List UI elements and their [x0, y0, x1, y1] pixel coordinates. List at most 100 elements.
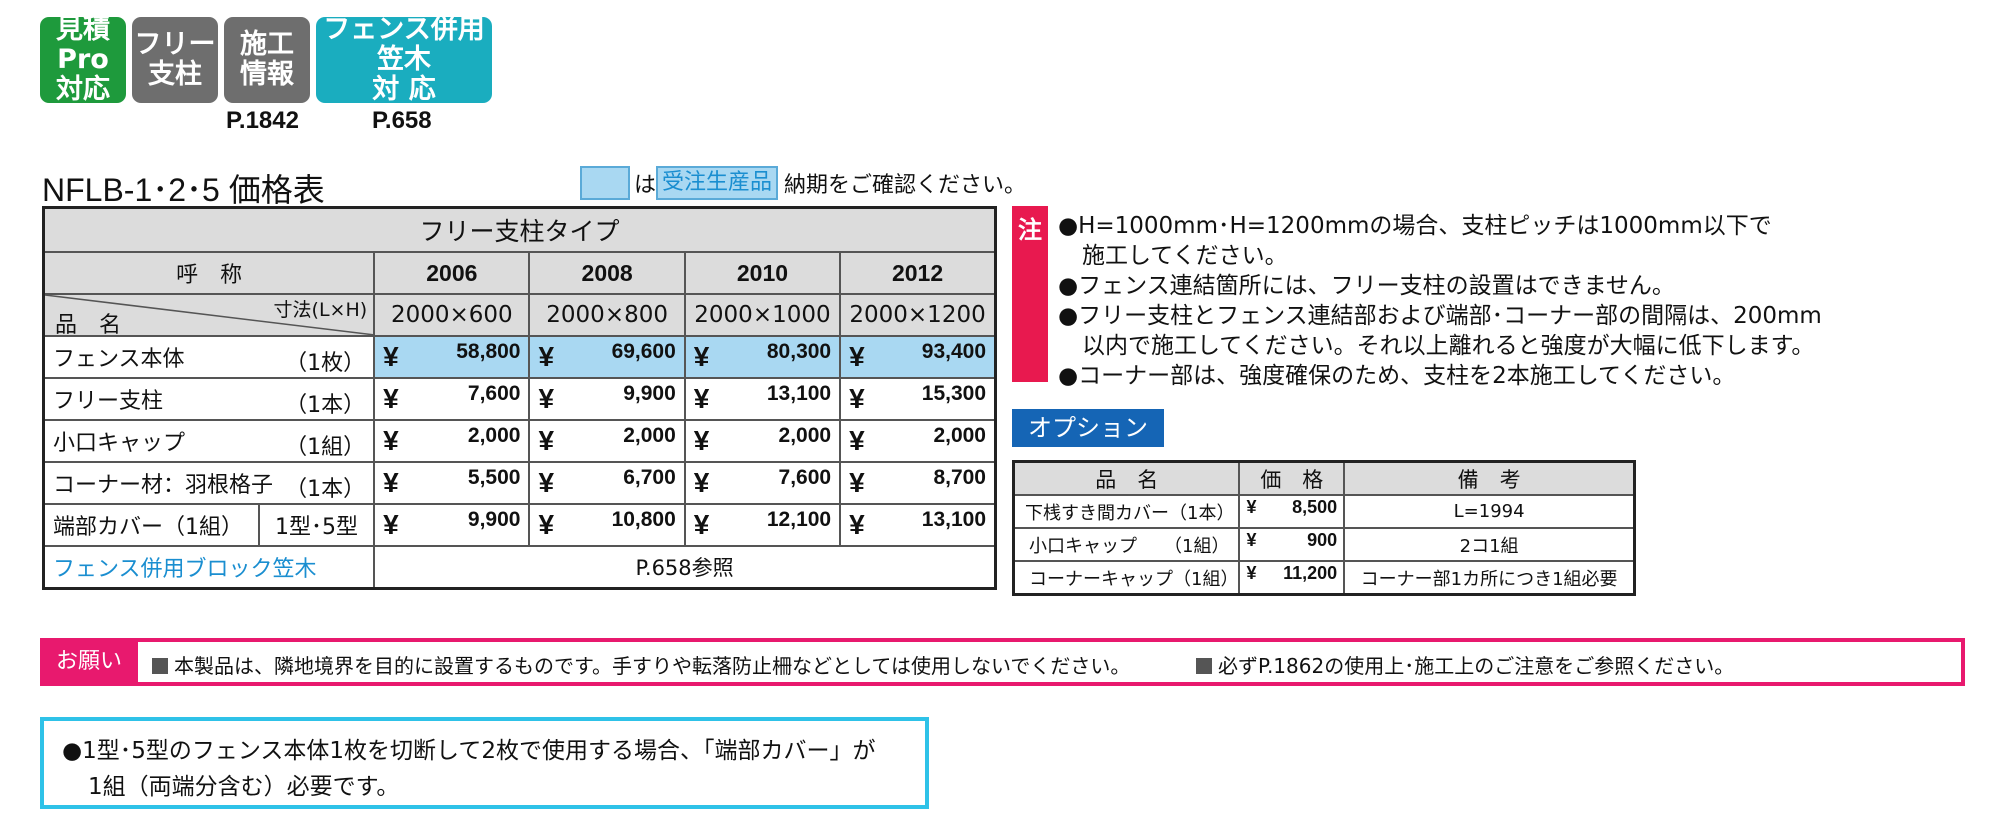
table-row: 小口キャップ （1組） ¥900 2コ1組: [1012, 527, 1636, 562]
price-cell: ¥15,300: [839, 377, 997, 421]
item-qty: （1本）: [285, 477, 366, 502]
option-header: 備 考: [1343, 460, 1636, 496]
price-cell: ¥58,800: [373, 335, 531, 379]
bottom-note-box: [40, 717, 929, 809]
request-tag: お願い: [40, 638, 138, 686]
price-cell: ¥8,700: [839, 461, 997, 505]
price-table: フリー支柱タイプ 呼 称 2006 2008 2010 2012 品 名 寸法(…: [42, 206, 997, 590]
type-title: フリー支柱タイプ: [42, 206, 997, 253]
price-cell: ¥93,400: [839, 335, 997, 379]
request-item: 本製品は、隣地境界を目的に設置するものです。手すりや転落防止柵などとしては使用し…: [152, 650, 1130, 679]
price-cell: ¥2,000: [528, 419, 686, 463]
item-cell: コーナー材：羽根格子 （1本）: [42, 461, 376, 505]
table-row: コーナー材：羽根格子 （1本） ¥5,500 ¥6,700 ¥7,600 ¥8,…: [42, 461, 997, 505]
price-cell: ¥2,000: [839, 419, 997, 463]
option-header: 品 名: [1012, 460, 1241, 496]
yobi-header: 呼 称: [42, 251, 376, 295]
note-line: 施工してください。: [1082, 243, 1288, 269]
option-name: 小口キャップ （1組）: [1012, 527, 1241, 562]
request-item: 必ずP.1862の使用上･施工上のご注意をご参照ください。: [1196, 650, 1734, 679]
item-cell: フェンス本体 （1枚）: [42, 335, 376, 379]
bottom-note-line: ●1型･5型のフェンス本体1枚を切断して2枚で使用する場合、「端部カバー」が: [62, 738, 876, 764]
year-header: 2006: [373, 251, 531, 295]
badge-free-post: フリー 支柱: [132, 17, 218, 103]
price-cell: ¥9,900: [528, 377, 686, 421]
option-table: 品 名 価 格 備 考 下桟すき間カバー（1本） ¥8,500 L=1994 小…: [1012, 460, 1636, 596]
year-header: 2012: [839, 251, 997, 295]
table-row: フェンス本体 （1枚） ¥58,800 ¥69,600 ¥80,300 ¥93,…: [42, 335, 997, 379]
legend-label: 受注生産品: [656, 166, 779, 200]
legend-swatch: [580, 166, 630, 200]
table-row: フリー支柱 （1本） ¥7,600 ¥9,900 ¥13,100 ¥15,300: [42, 377, 997, 421]
item-name: 小口キャップ: [53, 431, 186, 456]
square-bullet-icon: [1196, 658, 1212, 674]
option-remark: L=1994: [1343, 494, 1636, 529]
price-cell: ¥13,100: [839, 503, 997, 547]
page-title: NFLB-1･2･5 価格表: [42, 172, 325, 208]
option-price: ¥8,500: [1238, 494, 1346, 529]
diagonal-divider: [45, 295, 375, 335]
price-cell: ¥7,600: [373, 377, 531, 421]
size-header: 2000×600: [373, 293, 531, 337]
kasagi-ref: P.658参照: [373, 545, 997, 590]
price-cell: ¥12,100: [683, 503, 842, 547]
square-bullet-icon: [152, 658, 168, 674]
price-cell: ¥69,600: [528, 335, 686, 379]
item-qty: （1枚）: [285, 351, 366, 376]
table-row: 小口キャップ （1組） ¥2,000 ¥2,000 ¥2,000 ¥2,000: [42, 419, 997, 463]
table-row: フェンス併用ブロック笠木 P.658参照: [42, 545, 997, 590]
note-line: 以内で施工してください。それ以上離れると強度が大幅に低下します。: [1082, 333, 1815, 359]
size-label: 寸法(L×H): [273, 299, 368, 321]
price-cell: ¥5,500: [373, 461, 531, 505]
kasagi-link[interactable]: フェンス併用ブロック笠木: [42, 545, 376, 590]
note-line: ●コーナー部は、強度確保のため、支柱を2本施工してください。: [1058, 363, 1736, 389]
bottom-note-line: 1組（両端分含む）必要です。: [88, 774, 400, 800]
legend-suffix: 納期をご確認ください。: [784, 173, 1027, 198]
option-remark: 2コ1組: [1343, 527, 1636, 562]
legend-wa: は: [634, 173, 657, 198]
price-cell: ¥13,100: [683, 377, 842, 421]
size-header: 2000×1200: [839, 293, 997, 337]
option-tag: オプション: [1012, 409, 1164, 447]
item-name: フリー支柱: [53, 389, 164, 414]
option-remark: コーナー部1カ所につき1組必要: [1343, 560, 1636, 596]
price-cell: ¥2,000: [683, 419, 842, 463]
price-cell: ¥80,300: [683, 335, 842, 379]
note-line: ●フェンス連結箇所には、フリー支柱の設置はできません。: [1058, 273, 1675, 299]
size-header: 2000×1000: [683, 293, 842, 337]
price-cell: ¥10,800: [528, 503, 686, 547]
item-name: 端部カバー（1組）: [42, 503, 260, 547]
note-line: ●H=1000mm･H=1200mmの場合、支柱ピッチは1000mm以下で: [1058, 213, 1772, 239]
option-price: ¥900: [1238, 527, 1346, 562]
option-price: ¥11,200: [1238, 560, 1346, 596]
table-row: 端部カバー（1組） 1型･5型 ¥9,900 ¥10,800 ¥12,100 ¥…: [42, 503, 997, 547]
badge-mitsumori-pro: 見積Pro 対応: [40, 15, 126, 105]
price-cell: ¥7,600: [683, 461, 842, 505]
note-tag: 注: [1012, 206, 1048, 382]
badge-construction-info: 施工 情報: [224, 17, 310, 103]
size-header: 2000×800: [528, 293, 686, 337]
hinmei-size-header: 品 名 寸法(L×H): [42, 293, 376, 338]
table-row: コーナーキャップ（1組） ¥11,200 コーナー部1カ所につき1組必要: [1012, 560, 1636, 596]
item-type: 1型･5型: [257, 503, 376, 547]
option-header: 価 格: [1238, 460, 1346, 496]
item-name: コーナー材：羽根格子: [53, 473, 274, 498]
table-row: 下桟すき間カバー（1本） ¥8,500 L=1994: [1012, 494, 1636, 529]
option-name: コーナーキャップ（1組）: [1012, 560, 1241, 596]
price-cell: ¥9,900: [373, 503, 531, 547]
item-qty: （1本）: [285, 393, 366, 418]
page-ref-construction[interactable]: P.1842: [226, 107, 299, 134]
hinmei-label: 品 名: [55, 313, 122, 338]
page-ref-kasagi[interactable]: P.658: [372, 107, 432, 134]
item-name: フェンス本体: [53, 347, 185, 372]
badge-fence-kasagi: フェンス併用笠木対 応: [316, 15, 492, 105]
year-header: 2008: [528, 251, 686, 295]
item-cell: フリー支柱 （1本）: [42, 377, 376, 421]
item-qty: （1組）: [285, 435, 366, 460]
note-line: ●フリー支柱とフェンス連結部および端部･コーナー部の間隔は、200mm: [1058, 303, 1822, 329]
price-cell: ¥2,000: [373, 419, 531, 463]
item-cell: 小口キャップ （1組）: [42, 419, 376, 463]
year-header: 2010: [683, 251, 842, 295]
option-name: 下桟すき間カバー（1本）: [1012, 494, 1241, 529]
price-cell: ¥6,700: [528, 461, 686, 505]
